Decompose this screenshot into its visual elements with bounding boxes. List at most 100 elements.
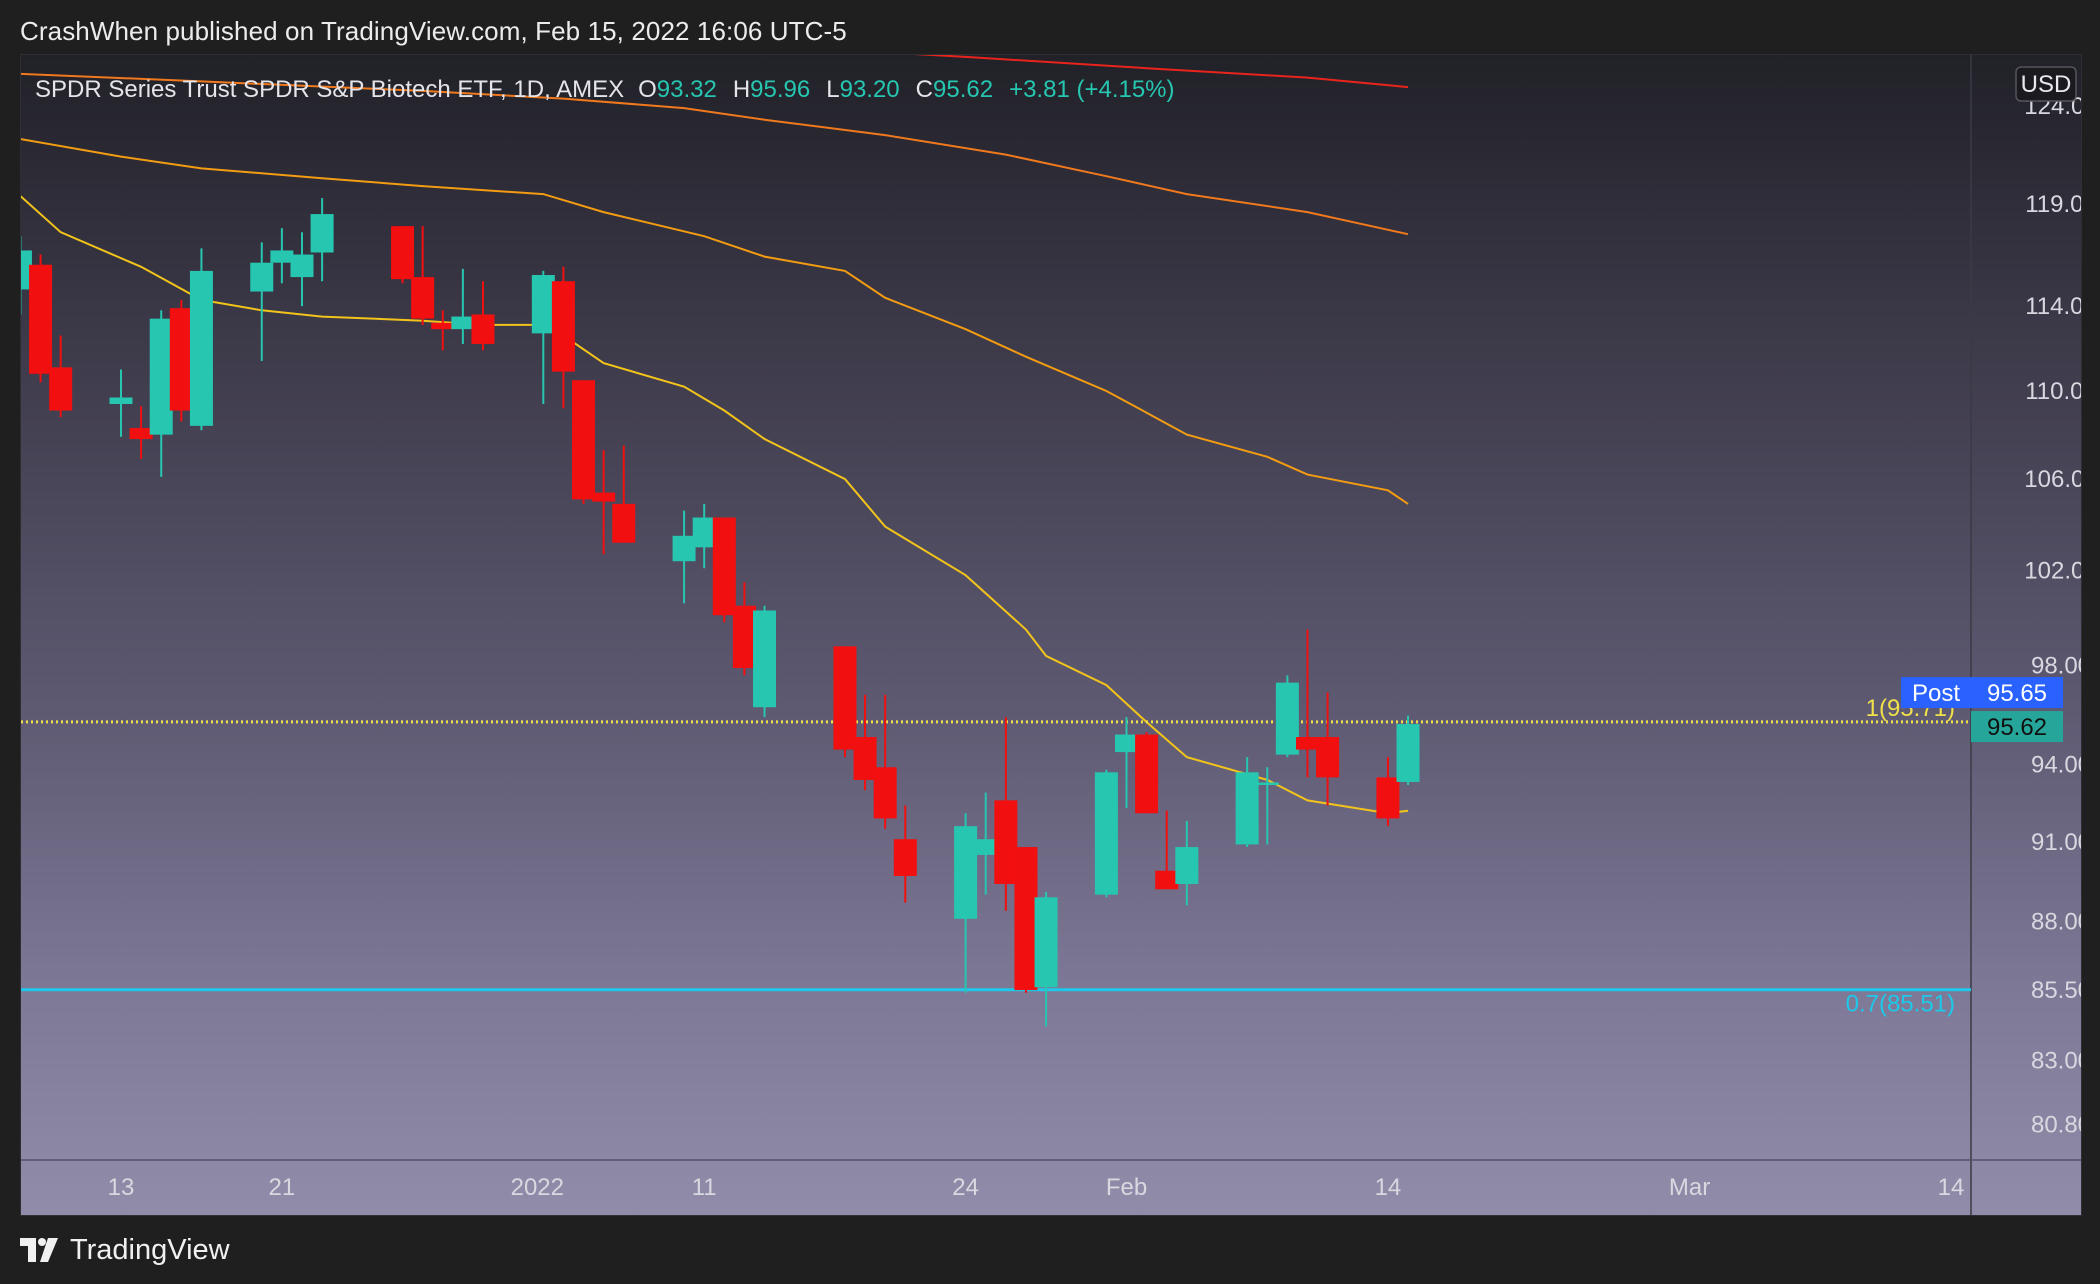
legend-symbol-title: SPDR Series Trust SPDR S&P Biotech ETF, …	[35, 76, 624, 103]
price-tick-5: 102.00	[2024, 558, 2081, 585]
candle-body-33	[994, 800, 1018, 884]
candle-body-37	[1114, 734, 1138, 753]
candle-body-11	[310, 214, 334, 253]
price-badges-group: Post 95.65 95.62	[1901, 677, 2063, 743]
candle-body-26	[753, 610, 777, 708]
price-axis-group: 124.00119.00114.00110.00106.00102.0098.0…	[2015, 66, 2081, 1138]
footer-brand[interactable]: TradingView	[20, 1232, 230, 1268]
moving-average-line-3	[913, 55, 1409, 89]
candle-body-17	[531, 275, 555, 334]
candle-body-5	[149, 318, 173, 435]
legend-change-value: +3.81 (+4.15%)	[1009, 76, 1174, 103]
price-tick-2: 114.00	[2025, 293, 2081, 320]
candle-body-4	[129, 428, 153, 440]
time-tick-1: 21	[269, 1174, 296, 1201]
currency-badge: USD	[2015, 66, 2077, 102]
candle-body-46	[1376, 777, 1400, 819]
candle-body-29	[873, 767, 897, 819]
candle-body-8	[250, 262, 274, 292]
time-tick-8: 14	[1938, 1174, 1965, 1201]
candle-body-36	[1094, 772, 1118, 895]
chart-legend-group: SPDR Series Trust SPDR S&P Biotech ETF, …	[35, 76, 1175, 103]
price-tick-3: 110.00	[2025, 378, 2081, 405]
candle-body-28	[853, 737, 877, 780]
candle-body-18	[551, 281, 575, 372]
price-tick-10: 85.50	[2031, 977, 2081, 1004]
price-tick-7: 94.00	[2031, 752, 2081, 779]
candle-body-34	[1014, 847, 1038, 991]
last-price-value: 95.62	[1987, 714, 2047, 741]
moving-average-line-1	[21, 138, 1409, 505]
candle-body-0	[21, 250, 32, 290]
candle-body-7	[189, 270, 213, 426]
candle-body-6	[169, 308, 193, 411]
time-tick-3: 11	[692, 1174, 717, 1201]
candle-body-9	[270, 250, 294, 263]
candles-group	[21, 198, 1420, 1027]
candle-body-41	[1235, 772, 1259, 845]
candle-body-42	[1255, 782, 1279, 786]
candle-body-47	[1396, 724, 1420, 782]
post-price-badge	[1971, 677, 2063, 709]
price-chart-svg[interactable]: 1(95.71)0.7(85.51)124.00119.00114.00110.…	[21, 55, 2081, 1215]
legend-open-value: 93.32	[657, 76, 717, 103]
legend-high-value: 95.96	[750, 76, 810, 103]
candle-body-3	[109, 397, 133, 405]
price-tick-11: 83.00	[2031, 1048, 2081, 1075]
candle-body-27	[833, 646, 857, 750]
time-tick-7: Mar	[1669, 1174, 1710, 1201]
last-price-badge	[1971, 711, 2063, 743]
legend-close-label: C	[916, 76, 933, 103]
candle-body-22	[672, 535, 696, 562]
fib-levels-group: 1(95.71)0.7(85.51)	[21, 695, 1971, 1018]
candle-body-20	[592, 492, 616, 502]
time-tick-6: 14	[1375, 1174, 1402, 1201]
time-tick-2: 2022	[511, 1174, 564, 1201]
candle-body-39	[1155, 870, 1179, 890]
legend-open-label: O	[638, 76, 657, 103]
time-tick-5: Feb	[1106, 1174, 1147, 1201]
moving-average-line-2	[21, 72, 1409, 236]
candle-body-43	[1275, 682, 1299, 755]
price-tick-12: 80.80	[2031, 1111, 2081, 1138]
candle-body-31	[954, 826, 978, 919]
candle-body-40	[1175, 847, 1199, 884]
candle-body-35	[1034, 897, 1058, 988]
time-tick-4: 24	[952, 1174, 979, 1201]
candle-body-15	[451, 316, 475, 330]
fib-level-label-1: 0.7(85.51)	[1846, 991, 1955, 1018]
post-label-text: Post	[1912, 680, 1960, 707]
price-tick-9: 88.00	[2031, 909, 2081, 936]
moving-averages-group	[21, 55, 1409, 815]
candle-body-16	[471, 314, 495, 344]
candle-body-12	[391, 226, 415, 280]
candle-body-44	[1295, 737, 1319, 750]
candle-body-1	[29, 264, 53, 374]
candle-body-14	[431, 322, 455, 330]
post-label-badge	[1901, 677, 1971, 709]
candle-body-25	[732, 605, 756, 669]
chart-area[interactable]: 1(95.71)0.7(85.51)124.00119.00114.00110.…	[20, 54, 2082, 1216]
candle-body-23	[692, 517, 716, 548]
legend-high-label: H	[733, 76, 750, 103]
publisher-line: CrashWhen published on TradingView.com, …	[20, 16, 847, 46]
footer-brand-name: TradingView	[70, 1233, 230, 1266]
candle-body-32	[974, 839, 998, 855]
time-tick-0: 13	[108, 1174, 135, 1201]
legend-low-label: L	[826, 76, 839, 103]
candle-body-19	[572, 380, 596, 500]
candle-body-13	[411, 277, 435, 319]
price-tick-8: 91.00	[2031, 829, 2081, 856]
currency-label: USD	[2021, 71, 2072, 98]
candle-body-45	[1316, 737, 1340, 778]
candle-body-10	[290, 254, 314, 278]
candle-body-38	[1135, 734, 1159, 814]
time-axis-group: 13 21 2022 11 24 Feb 14 Mar 14	[108, 1174, 1965, 1201]
legend-low-value: 93.20	[840, 76, 900, 103]
candle-body-21	[612, 503, 636, 543]
price-tick-6: 98.00	[2031, 653, 2081, 680]
legend-close-value: 95.62	[933, 76, 993, 103]
moving-average-line-0	[21, 195, 1409, 815]
candle-body-2	[49, 367, 73, 411]
